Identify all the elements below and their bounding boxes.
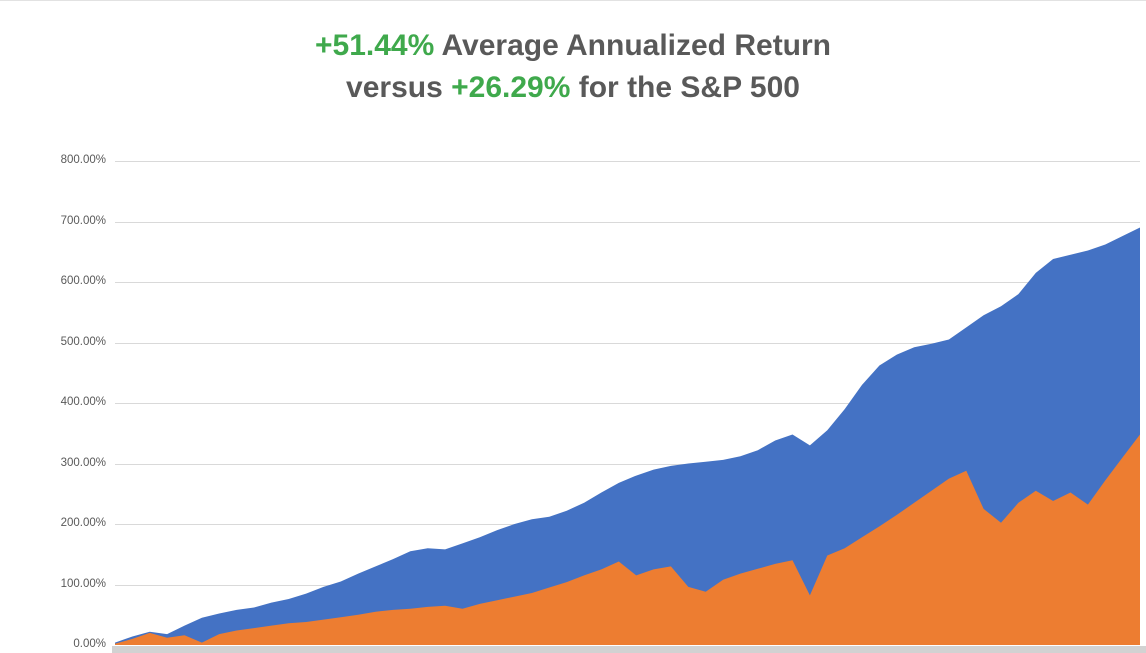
title-line-1-text: Average Annualized Return bbox=[434, 29, 832, 62]
plot-area bbox=[115, 161, 1140, 645]
y-axis-tick-label: 700.00% bbox=[60, 214, 106, 227]
y-axis-tick-label: 100.00% bbox=[60, 577, 106, 590]
y-axis-tick-label: 400.00% bbox=[60, 396, 106, 408]
area-series-orange-sp500-cumulative-return bbox=[115, 434, 1140, 645]
chart-title: +51.44% Average Annualized Return versus… bbox=[0, 25, 1146, 109]
y-axis-tick-label: 0.00% bbox=[73, 638, 106, 650]
y-axis-tick-label: 600.00% bbox=[60, 275, 106, 287]
title-line-1: +51.44% Average Annualized Return bbox=[0, 25, 1146, 67]
y-axis-tick-label: 500.00% bbox=[60, 335, 106, 348]
area-chart bbox=[115, 161, 1140, 645]
title-line-2-prefix: versus bbox=[346, 71, 452, 104]
title-line-2-text: for the S&P 500 bbox=[570, 71, 800, 104]
sp500-return-value: +26.29% bbox=[451, 71, 571, 104]
y-axis: 800.00% 700.00% 600.00% 500.00% 400.00% 300.0… bbox=[28, 1, 106, 653]
title-line-2: versus +26.29% for the S&P 500 bbox=[0, 67, 1146, 109]
bottom-strip bbox=[112, 646, 1146, 653]
y-axis-tick-label: 800.00% bbox=[60, 154, 106, 166]
y-axis-tick-label: 300.00% bbox=[60, 456, 106, 469]
y-axis-tick-label: 200.00% bbox=[60, 517, 106, 529]
portfolio-return-value: +51.44% bbox=[314, 29, 435, 62]
